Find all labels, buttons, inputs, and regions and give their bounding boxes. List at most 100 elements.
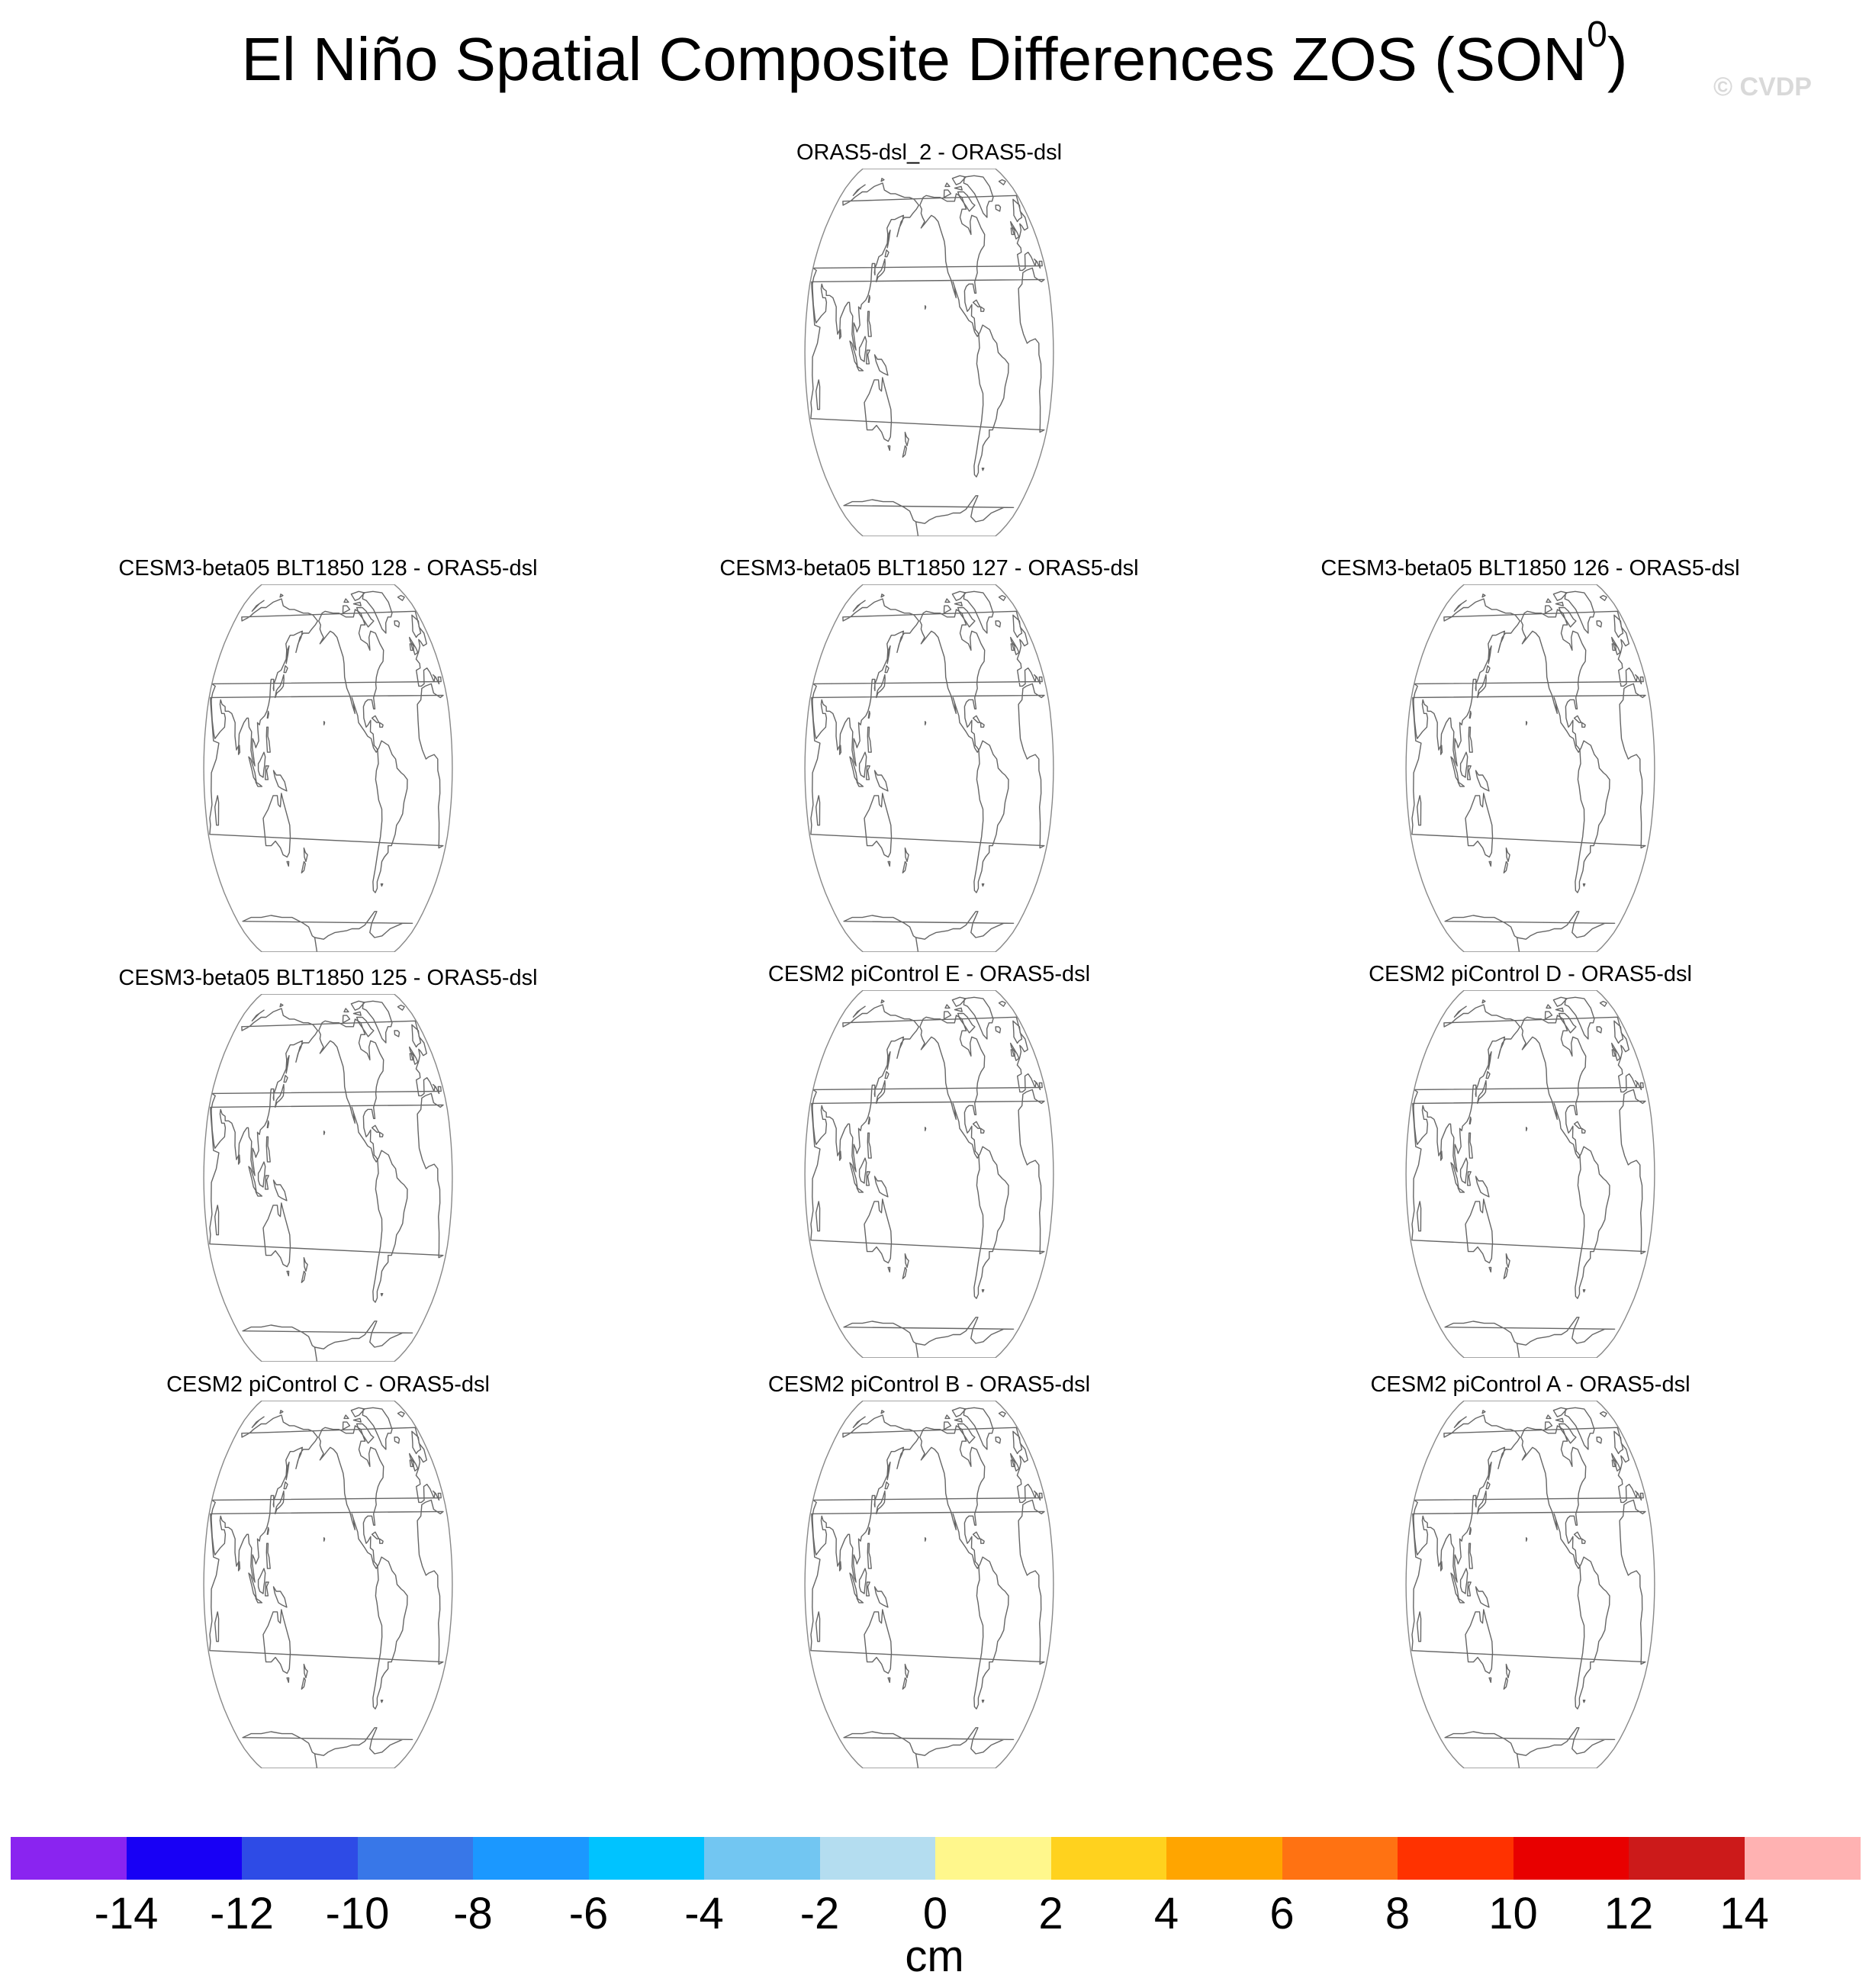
coastline-path	[255, 1597, 263, 1604]
coastline-path	[380, 1293, 384, 1297]
coastline-path	[251, 1009, 265, 1021]
coastline-path	[904, 1253, 909, 1269]
coastline-path	[1459, 751, 1468, 778]
coastline-path	[838, 745, 842, 755]
coastline-path	[858, 1157, 867, 1184]
coastline-path	[262, 1202, 291, 1268]
coastline-path	[925, 1127, 927, 1131]
coastline-path	[1477, 1079, 1487, 1105]
coastline-path	[886, 230, 891, 249]
coastline-path	[904, 1663, 909, 1679]
coastline-path	[257, 1568, 266, 1594]
panel-title: CESM2 piControl E - ORAS5-dsl	[767, 962, 1091, 986]
coastline-path	[303, 1663, 308, 1679]
coastline-path	[873, 1176, 889, 1198]
map-outline	[804, 169, 1054, 536]
coastline-path	[1582, 1289, 1586, 1293]
coastline-path	[943, 1011, 952, 1020]
coastline-path	[963, 590, 994, 634]
coastline-path	[1552, 1407, 1568, 1417]
coastline-path	[867, 1116, 870, 1124]
coastline-path	[963, 175, 994, 218]
coastline-path	[957, 1423, 976, 1444]
coastline-path	[957, 1012, 976, 1034]
colorbar-tick-label: -2	[799, 1889, 840, 1938]
coastline-path	[856, 1187, 864, 1193]
colorbar-box	[1398, 1837, 1514, 1880]
coastline-path	[242, 1321, 413, 1362]
coastline-path	[951, 1407, 967, 1417]
coastline-path	[1010, 1049, 1015, 1057]
coastline-path	[214, 795, 220, 826]
coastline-path	[852, 184, 866, 196]
coastline-path	[1596, 1436, 1603, 1444]
coastline-path	[973, 324, 1009, 478]
coastline-path	[838, 329, 842, 339]
coastline-path	[1520, 609, 1587, 753]
coastline-path	[352, 601, 362, 606]
coastlines	[810, 590, 1045, 952]
coastline-path	[1467, 1171, 1472, 1186]
coastline-path	[1475, 770, 1490, 792]
coastline-path	[1453, 1005, 1467, 1018]
coastline-path	[301, 1677, 306, 1690]
coastline-path	[355, 606, 375, 628]
coastline-path	[242, 911, 413, 952]
coastline-path	[1581, 1127, 1586, 1134]
coastline-path	[1575, 1146, 1610, 1299]
coastline-path	[995, 620, 1002, 628]
coastline-path	[904, 847, 909, 863]
coastline-path	[866, 1581, 870, 1597]
coastline-path	[998, 1411, 1006, 1417]
coastline-path	[880, 1410, 885, 1414]
coastline-path	[352, 1417, 362, 1423]
coastline-path	[887, 1677, 891, 1684]
coastline-path	[925, 1537, 927, 1542]
coastline-path	[409, 636, 419, 655]
coastline-path	[867, 294, 870, 303]
coastline-path	[275, 1083, 285, 1108]
coastline-path	[275, 674, 285, 699]
coastline-path	[355, 1016, 375, 1037]
coastline-path	[995, 1026, 1002, 1034]
map-panel: CESM3-beta05 BLT1850 125 - ORAS5-dsl	[29, 965, 627, 1362]
coastline-path	[981, 883, 985, 887]
map-ocean	[204, 584, 452, 952]
coastline-path	[1475, 1176, 1490, 1198]
coastline-path	[973, 1146, 1009, 1299]
coastline-path	[887, 445, 891, 452]
map-svg	[804, 990, 1054, 1358]
coastline-path	[980, 1538, 985, 1544]
coastline-path	[237, 1154, 241, 1165]
coastline-path	[266, 1526, 269, 1535]
coastline-path	[318, 1018, 384, 1163]
coastline-path	[362, 1407, 393, 1450]
coastline-path	[1440, 745, 1443, 755]
coastline-path	[1485, 1071, 1491, 1079]
coastline-path	[1488, 1462, 1492, 1481]
coastline-path	[265, 726, 271, 753]
coastline-path	[876, 258, 886, 283]
coastline-path	[1544, 1421, 1553, 1430]
title-main: El Niño Spatial Composite Differences ZO…	[241, 25, 1588, 93]
coastline-path	[262, 793, 291, 858]
coastline-path	[1503, 1677, 1508, 1690]
colorbar-box	[1629, 1837, 1745, 1880]
coastline-path	[998, 1000, 1006, 1007]
coastline-path	[372, 740, 408, 893]
coastline-path	[886, 1462, 891, 1481]
colorbar-tick-label: 10	[1488, 1889, 1538, 1938]
map-svg	[203, 1401, 453, 1768]
coastline-path	[214, 1205, 220, 1236]
coastline-path	[209, 1092, 444, 1259]
coastline-path	[1488, 1051, 1492, 1070]
coastline-path	[409, 1046, 419, 1065]
coastline-path	[380, 883, 384, 887]
colorbar-tick-label: 6	[1269, 1889, 1295, 1938]
panel-title: CESM3-beta05 BLT1850 125 - ORAS5-dsl	[118, 966, 538, 990]
panel-title: CESM2 piControl B - ORAS5-dsl	[767, 1372, 1091, 1397]
coastline-path	[1413, 1004, 1644, 1173]
map-outline	[804, 1401, 1054, 1768]
coastline-path	[1010, 1452, 1020, 1472]
coastline-path	[998, 594, 1006, 601]
